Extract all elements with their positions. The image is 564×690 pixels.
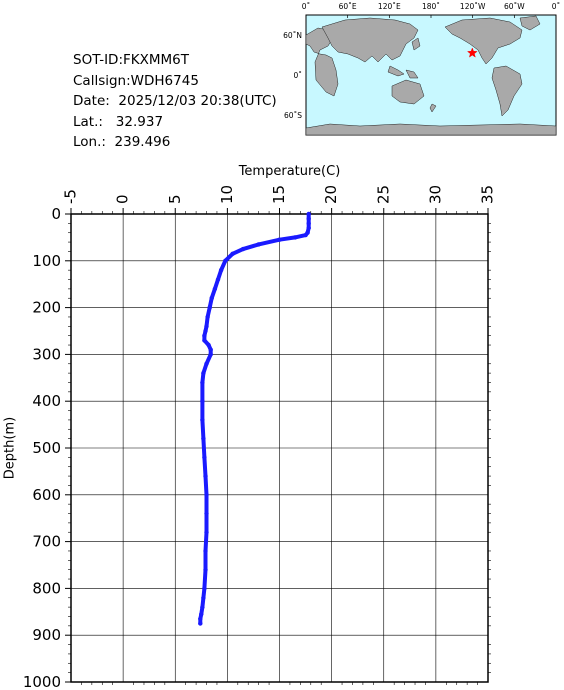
profile-point — [215, 277, 221, 282]
plot-frame — [70, 213, 489, 683]
y-axis-ticks: 0 100 200 300 400 500 600 700 800 900 1000 — [23, 205, 491, 690]
map-lat-label: 0˚ — [293, 71, 302, 80]
y-tick-label: 1000 — [23, 673, 61, 690]
profile-point — [200, 604, 205, 610]
profile-point — [203, 473, 208, 479]
y-tick-label: 900 — [32, 626, 61, 644]
profile-point — [208, 352, 213, 357]
map-lon-label: 120˚W — [460, 2, 486, 11]
profile-point — [201, 370, 206, 376]
profile-point — [199, 611, 204, 617]
lon-text: Lon.: 239.496 — [73, 134, 171, 150]
x-tick-label: 25 — [374, 185, 392, 204]
profile-info: SOT-ID:FKXMM6T Callsign:WDH6745 Date: 20… — [73, 50, 277, 153]
profile-point — [202, 455, 207, 460]
profile-point — [306, 211, 311, 217]
temperature-profile-series — [198, 211, 311, 626]
y-tick-label: 700 — [32, 533, 61, 551]
x-tick-label: 10 — [218, 185, 236, 204]
temperature-profile-line — [198, 212, 311, 626]
profile-point — [212, 286, 218, 292]
profile-point — [200, 399, 205, 404]
profile-point — [306, 225, 311, 231]
map-lat-labels: 60˚N 0˚ 60˚S — [283, 31, 302, 120]
profile-point — [256, 242, 261, 247]
y-tick-label: 800 — [32, 579, 61, 597]
x-tick-label: 35 — [479, 185, 497, 204]
map-lon-label: 0˚ — [302, 2, 311, 11]
x-axis-title: Temperature(C) — [238, 164, 341, 179]
y-tick-label: 0 — [51, 205, 61, 223]
profile-point — [240, 246, 246, 252]
profile-point — [200, 417, 205, 423]
x-axis-ticks: -5 0 5 10 15 20 25 30 35 — [62, 185, 497, 685]
map-lat-label: 60˚N — [283, 31, 302, 40]
map-frame — [305, 14, 557, 136]
profile-point — [201, 595, 206, 600]
y-tick-label: 300 — [32, 345, 61, 363]
profile-point — [204, 324, 209, 329]
profile-point — [201, 436, 206, 441]
profile-point — [230, 251, 235, 256]
profile-point — [204, 492, 209, 497]
profile-point — [306, 221, 311, 226]
lat-text: Lat.: 32.937 — [73, 113, 164, 130]
map-land — [305, 15, 557, 136]
y-tick-label: 400 — [32, 392, 61, 410]
profile-point — [223, 258, 228, 263]
chart-grid — [70, 213, 489, 683]
profile-point — [277, 237, 282, 242]
profile-point — [218, 268, 224, 273]
station-marker-star — [466, 47, 478, 58]
profile-point — [303, 232, 308, 238]
profile-point — [306, 216, 311, 221]
profile-point — [204, 530, 209, 535]
map-lon-label: 60˚W — [504, 2, 525, 11]
profile-point — [200, 380, 205, 385]
x-tick-label: -5 — [62, 189, 80, 204]
profile-point — [203, 548, 208, 554]
profile-point — [305, 230, 310, 235]
map-lat-label: 60˚S — [284, 111, 302, 120]
map-lon-labels: 0˚ 60˚E 120˚E 180˚ 120˚W 60˚W 0˚ — [302, 2, 561, 18]
x-tick-label: 0 — [114, 194, 132, 204]
profile-point — [203, 328, 208, 334]
profile-point — [204, 361, 209, 366]
map-lon-label: 60˚E — [339, 2, 357, 11]
x-tick-label: 15 — [270, 185, 288, 204]
profile-point — [205, 314, 210, 320]
profile-point — [206, 342, 211, 348]
y-tick-label: 600 — [32, 486, 61, 504]
callsign-text: Callsign:WDH6745 — [73, 72, 199, 89]
map-lon-label: 0˚ — [552, 2, 561, 11]
map-lon-label: 180˚ — [422, 2, 440, 11]
profile-point — [209, 296, 214, 301]
profile-point — [202, 333, 207, 338]
x-tick-label: 5 — [166, 194, 184, 204]
profile-point — [204, 511, 209, 516]
y-tick-label: 100 — [32, 252, 61, 270]
y-tick-label: 500 — [32, 439, 61, 457]
location-map: 0˚ 60˚E 120˚E 180˚ 120˚W 60˚W 0˚ 60˚N 0˚ 60˚S — [283, 2, 561, 136]
profile-point — [208, 347, 213, 352]
y-tick-label: 200 — [32, 299, 61, 317]
y-axis-title: Depth(m) — [3, 417, 18, 479]
profile-point — [202, 586, 207, 591]
sot-id-text: SOT-ID:FKXMM6T — [73, 52, 189, 68]
profile-point — [198, 621, 203, 626]
profile-point — [203, 567, 208, 572]
profile-point — [207, 305, 212, 310]
x-tick-label: 30 — [426, 185, 444, 204]
x-tick-label: 20 — [322, 185, 340, 204]
date-text: Date: 2025/12/03 20:38(UTC) — [73, 93, 277, 109]
profile-point — [202, 338, 207, 343]
profile-point — [292, 235, 298, 240]
map-lon-label: 120˚E — [378, 2, 401, 11]
profile-point — [198, 616, 203, 621]
